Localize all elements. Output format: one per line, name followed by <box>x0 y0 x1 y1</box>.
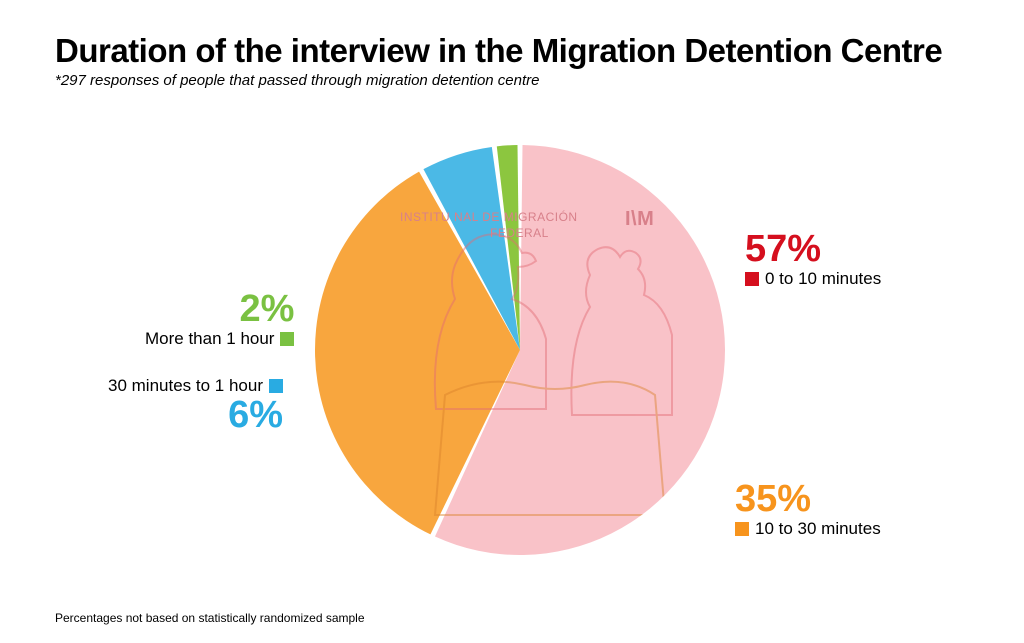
callout-label: 30 minutes to 1 hour <box>108 377 263 396</box>
callout-label: 10 to 30 minutes <box>755 520 881 539</box>
callout-pct: 2% <box>145 290 294 328</box>
callout-gt1h: 2% More than 1 hour <box>145 290 294 349</box>
chart-subtitle: *297 responses of people that passed thr… <box>55 72 540 89</box>
legend-swatch <box>269 379 283 393</box>
callout-pct: 57% <box>745 230 881 268</box>
pie-svg <box>315 145 725 555</box>
chart-title: Duration of the interview in the Migrati… <box>55 32 942 70</box>
callout-30to1h: 30 minutes to 1 hour 6% <box>108 375 283 434</box>
callout-0to10: 57% 0 to 10 minutes <box>745 230 881 289</box>
callout-pct: 35% <box>735 480 881 518</box>
legend-swatch <box>280 332 294 346</box>
callout-pct: 6% <box>108 396 283 434</box>
callout-label: 0 to 10 minutes <box>765 270 881 289</box>
legend-swatch <box>745 272 759 286</box>
callout-label: More than 1 hour <box>145 330 274 349</box>
pie-chart <box>315 145 725 555</box>
chart-footnote: Percentages not based on statistically r… <box>55 611 365 625</box>
callout-10to30: 35% 10 to 30 minutes <box>735 480 881 539</box>
legend-swatch <box>735 522 749 536</box>
